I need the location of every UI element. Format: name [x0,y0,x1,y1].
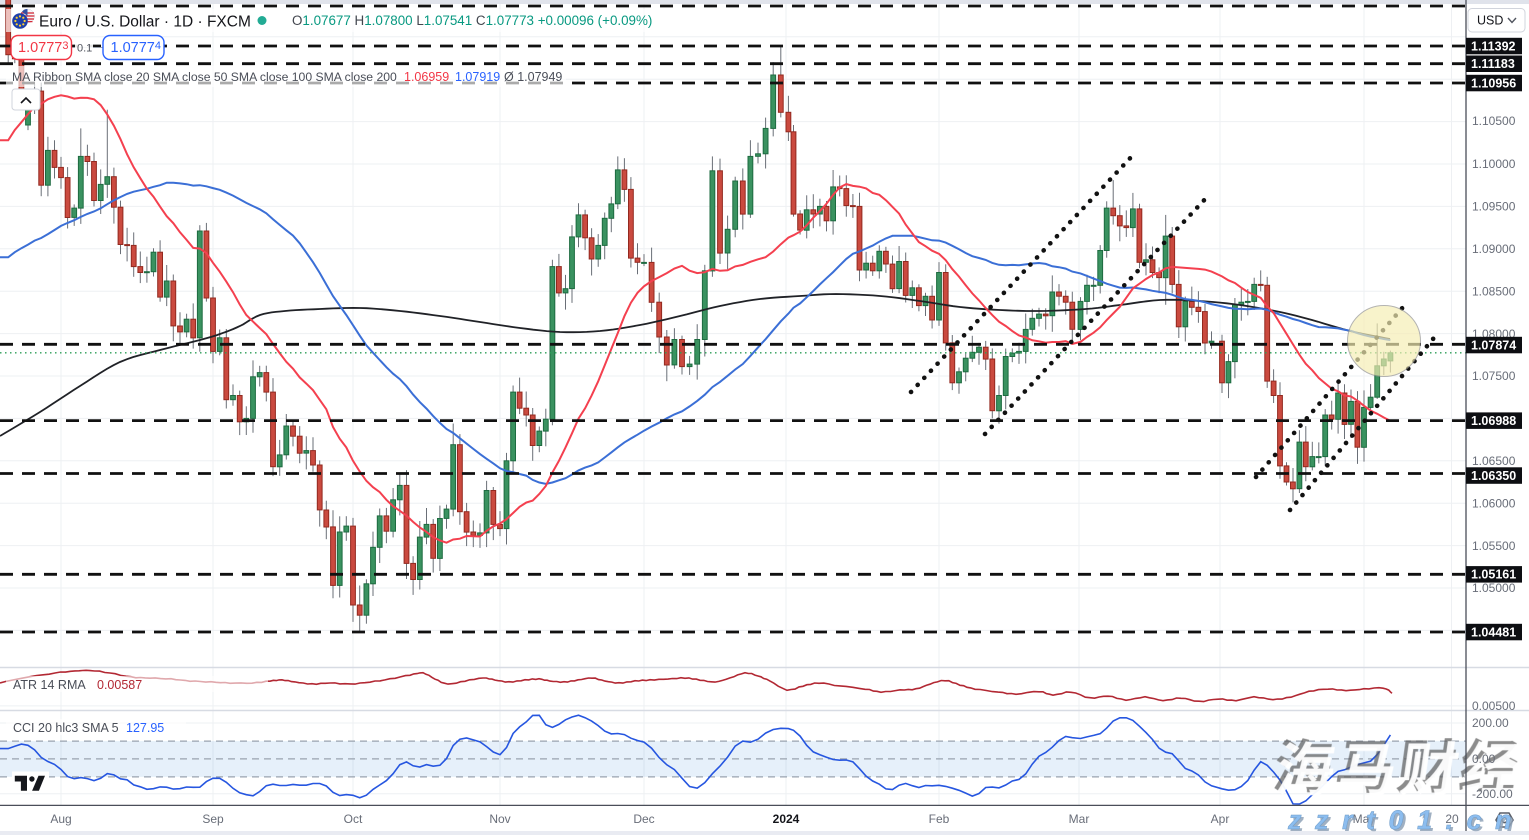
svg-text:ATR 14 RMA: ATR 14 RMA [13,678,86,692]
svg-text:Feb: Feb [929,812,950,826]
svg-text:2024: 2024 [773,812,800,826]
svg-text:zzrt01.cn: zzrt01.cn [1290,807,1528,835]
svg-text:1.05500: 1.05500 [1472,539,1516,553]
svg-text:Ø 1.07949: Ø 1.07949 [504,70,562,84]
svg-text:zzrt01.cn: zzrt01.cn [1287,805,1525,835]
svg-text:1.06988: 1.06988 [1471,414,1516,428]
svg-text:1.11183: 1.11183 [1471,57,1515,71]
svg-text:20: 20 [1445,812,1459,826]
svg-text:1.07874: 1.07874 [1471,338,1516,352]
svg-text:Mar: Mar [1069,812,1090,826]
svg-text:1.05000: 1.05000 [1472,581,1516,595]
svg-text:1.11392: 1.11392 [1471,39,1516,53]
svg-text:0.1: 0.1 [77,43,92,55]
svg-text:Euro / U.S. Dollar · 1D · FXCM: Euro / U.S. Dollar · 1D · FXCM [39,14,251,31]
svg-text:1.07919: 1.07919 [455,70,500,84]
svg-text:1.07774: 1.07774 [111,40,161,56]
svg-text:1.07773: 1.07773 [18,40,68,56]
svg-text:-200.00: -200.00 [1472,787,1513,801]
svg-text:1.05161: 1.05161 [1471,568,1516,582]
svg-text:1.06959: 1.06959 [404,70,449,84]
svg-text:USD: USD [1477,14,1503,28]
svg-text:Oct: Oct [344,812,363,826]
svg-text:Dec: Dec [633,812,654,826]
svg-text:May: May [1353,812,1376,826]
svg-text:1.10956: 1.10956 [1471,76,1516,90]
svg-text:O1.07677 H1.07800 L1.07541 C1.: O1.07677 H1.07800 L1.07541 C1.07773 +0.0… [292,13,652,28]
svg-text:1.07500: 1.07500 [1472,369,1516,383]
svg-text:0.00587: 0.00587 [97,678,142,692]
svg-text:1.06500: 1.06500 [1472,454,1516,468]
svg-text:127.95: 127.95 [126,721,164,735]
svg-text:1.06350: 1.06350 [1471,469,1516,483]
svg-text:Sep: Sep [202,812,224,826]
svg-text:1.10500: 1.10500 [1472,114,1516,128]
svg-text:0.00: 0.00 [1472,752,1496,766]
svg-text:Nov: Nov [489,812,510,826]
svg-text:1.09000: 1.09000 [1472,242,1516,256]
svg-text:Apr: Apr [1211,812,1230,826]
svg-text:1.04481: 1.04481 [1471,625,1516,639]
svg-text:200.00: 200.00 [1472,716,1509,730]
svg-text:1.06000: 1.06000 [1472,496,1516,510]
svg-text:1.08500: 1.08500 [1472,284,1516,298]
svg-text:MA Ribbon SMA close 20 SMA clo: MA Ribbon SMA close 20 SMA close 50 SMA … [12,70,397,84]
svg-text:0.00500: 0.00500 [1472,699,1516,713]
svg-text:CCI 20 hlc3 SMA 5: CCI 20 hlc3 SMA 5 [13,721,119,735]
svg-text:1.10000: 1.10000 [1472,157,1516,171]
svg-text:Aug: Aug [50,812,71,826]
svg-text:1.09500: 1.09500 [1472,200,1516,214]
